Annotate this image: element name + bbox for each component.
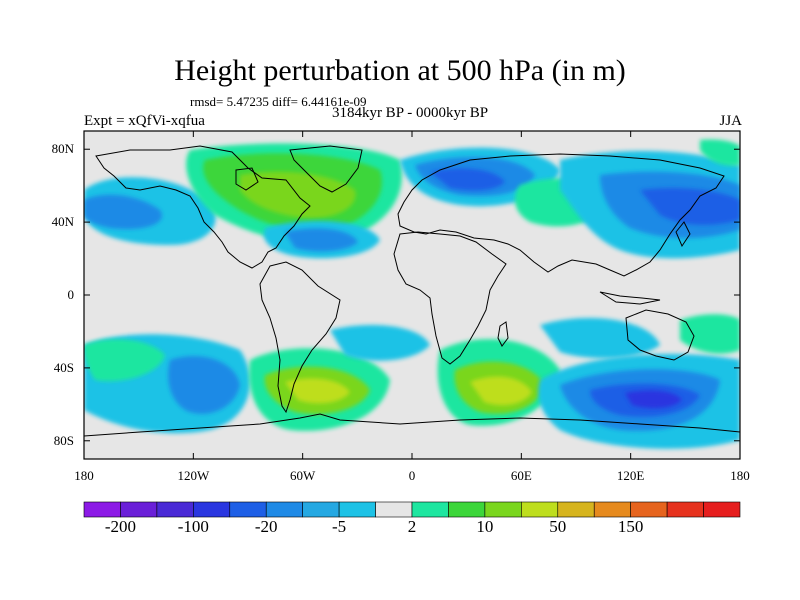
colorbar-swatch [83, 501, 121, 518]
colorbar-swatch [302, 501, 340, 518]
coastline-south-america [259, 261, 341, 414]
coastline-indonesia [599, 291, 661, 305]
colorbar [83, 501, 741, 518]
lon-tick-label: 0 [408, 468, 416, 483]
colorbar-label: 2 [407, 517, 417, 536]
colorbar-label: 50 [549, 517, 567, 536]
lon-tick-label: 60E [510, 468, 532, 483]
chart-title: Height perturbation at 500 hPa (in m) [174, 54, 626, 87]
lon-tick-label: 120W [177, 468, 210, 483]
coastline-australia [625, 309, 695, 361]
lat-tick-label: 80S [53, 432, 74, 448]
colorbar-label: -200 [104, 517, 137, 536]
colorbar-swatch [521, 501, 559, 518]
colorbar-swatch [229, 501, 267, 518]
anomaly-region-16 [84, 339, 165, 382]
colorbar-swatch [593, 501, 631, 518]
anomaly-region-6 [285, 228, 358, 252]
coastlines [84, 145, 740, 437]
coastline-greenland [289, 145, 363, 193]
colorbar-swatch [557, 501, 595, 518]
coastline-madagascar [497, 321, 509, 347]
anomaly-region-17 [168, 356, 240, 414]
coastline-africa [393, 231, 507, 365]
anomaly-region-14 [700, 139, 740, 166]
period-label: 3184kyr BP - 0000kyr BP [331, 105, 489, 121]
season-label: JJA [719, 113, 742, 129]
map-tick-marks [83, 131, 741, 459]
coastline-hudson-bay [235, 167, 259, 191]
anomaly-region-24 [470, 376, 532, 406]
colorbar-swatch [630, 501, 668, 518]
lat-tick-label: 80N [51, 141, 74, 157]
anomaly-region-13 [640, 188, 740, 225]
anomaly-region-1 [84, 194, 162, 230]
colorbar-swatch [666, 501, 704, 518]
colorbar-swatch [156, 501, 194, 518]
anomaly-region-25 [540, 317, 660, 359]
colorbar-swatch [338, 501, 376, 518]
lat-tick-label: 40S [53, 359, 74, 375]
colorbar-swatch [411, 501, 449, 518]
colorbar-swatch [120, 501, 158, 518]
colorbar-label: 150 [617, 517, 644, 536]
colorbar-swatch [703, 501, 741, 518]
colorbar-label: -5 [332, 517, 347, 536]
lat-tick-label: 40N [51, 214, 74, 230]
colorbar-swatch [193, 501, 231, 518]
coastline-antarctica [84, 413, 740, 437]
lon-tick-label: 60W [290, 468, 316, 483]
lon-tick-label: 180 [730, 468, 750, 483]
anomaly-region-20 [285, 378, 350, 404]
colorbar-label: -100 [177, 517, 209, 536]
lon-tick-label: 120E [616, 468, 645, 483]
experiment-label: Expt = xQfVi-xqfua [84, 113, 205, 129]
colorbar-swatch [484, 501, 522, 518]
coastline-japan [675, 221, 691, 248]
anomaly-contour-fields [84, 139, 740, 449]
anomaly-region-21 [330, 325, 430, 361]
colorbar-swatch [265, 501, 303, 518]
colorbar-label: 10 [476, 517, 494, 536]
anomaly-region-9 [430, 168, 505, 191]
lat-tick-label: 0 [67, 287, 75, 302]
colorbar-label: -20 [254, 517, 278, 536]
lon-tick-label: 180 [74, 468, 94, 483]
colorbar-swatch [375, 501, 413, 518]
coastline-europe-asia [397, 153, 725, 277]
anomaly-region-30 [680, 314, 740, 354]
stats-label: rmsd= 5.47235 diff= 6.44161e-09 [190, 94, 367, 109]
anomaly-region-29 [625, 390, 682, 409]
colorbar-swatch [448, 501, 486, 518]
